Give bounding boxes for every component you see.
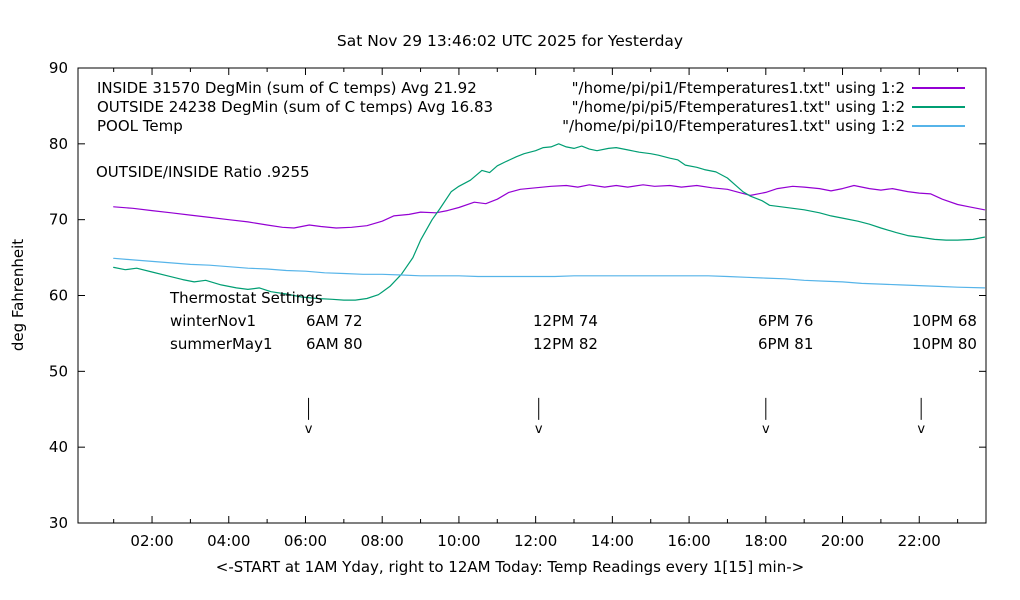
x-tick-label: 12:00 bbox=[514, 532, 557, 550]
legend-label-pool: POOL Temp bbox=[97, 117, 183, 135]
x-tick-label: 16:00 bbox=[667, 532, 710, 550]
thermostat-winter-name: winterNov1 bbox=[170, 312, 257, 330]
thermostat-summer-name: summerMay1 bbox=[170, 335, 273, 353]
thermostat-winter-12pm: 12PM 74 bbox=[533, 312, 598, 330]
x-tick-label: 14:00 bbox=[591, 532, 634, 550]
x-tick-label: 08:00 bbox=[361, 532, 404, 550]
thermostat-winter-6am: 6AM 72 bbox=[306, 312, 363, 330]
y-tick-label: 30 bbox=[49, 514, 68, 532]
chart-title: Sat Nov 29 13:46:02 UTC 2025 for Yesterd… bbox=[336, 32, 684, 50]
legend-line-sample-inside bbox=[912, 87, 965, 89]
legend-label-inside: INSIDE 31570 DegMin (sum of C temps) Avg… bbox=[97, 79, 477, 97]
x-tick-label: 10:00 bbox=[437, 532, 480, 550]
y-tick-label: 70 bbox=[49, 211, 68, 229]
y-tick-label: 90 bbox=[49, 59, 68, 77]
arrow-head-v-glyph: v bbox=[917, 422, 925, 437]
thermostat-summer-10pm: 10PM 80 bbox=[912, 335, 977, 353]
y-tick-label: 60 bbox=[49, 287, 68, 305]
thermostat-winter-6pm: 6PM 76 bbox=[758, 312, 814, 330]
legend-path-pool: "/home/pi/pi10/Ftemperatures1.txt" using… bbox=[562, 117, 905, 135]
arrow-head-v-glyph: v bbox=[305, 422, 313, 437]
thermostat-summer-12pm: 12PM 82 bbox=[533, 335, 598, 353]
x-tick-label: 20:00 bbox=[821, 532, 864, 550]
x-tick-label: 04:00 bbox=[207, 532, 250, 550]
series-line-inside bbox=[113, 184, 986, 229]
legend-path-inside: "/home/pi/pi1/Ftemperatures1.txt" using … bbox=[571, 79, 905, 97]
thermostat-summer-6am: 6AM 80 bbox=[306, 335, 363, 353]
thermostat-summer-6pm: 6PM 81 bbox=[758, 335, 814, 353]
x-tick-label: 22:00 bbox=[898, 532, 941, 550]
y-axis-label: deg Fahrenheit bbox=[9, 238, 27, 352]
ratio-annotation: OUTSIDE/INSIDE Ratio .9255 bbox=[96, 163, 310, 181]
x-tick-label: 06:00 bbox=[284, 532, 327, 550]
legend-path-outside: "/home/pi/pi5/Ftemperatures1.txt" using … bbox=[571, 98, 905, 116]
y-tick-label: 40 bbox=[49, 438, 68, 456]
x-tick-label: 02:00 bbox=[130, 532, 173, 550]
y-tick-label: 80 bbox=[49, 135, 68, 153]
arrow-head-v-glyph: v bbox=[762, 422, 770, 437]
x-tick-label: 18:00 bbox=[744, 532, 787, 550]
y-tick-label: 50 bbox=[49, 362, 68, 380]
series-line-pool bbox=[113, 257, 986, 289]
legend-line-sample-outside bbox=[912, 106, 965, 108]
arrow-head-v-glyph: v bbox=[535, 422, 543, 437]
x-axis-label: <-START at 1AM Yday, right to 12AM Today… bbox=[215, 558, 805, 576]
legend-label-outside: OUTSIDE 24238 DegMin (sum of C temps) Av… bbox=[97, 98, 494, 116]
thermostat-winter-10pm: 10PM 68 bbox=[912, 312, 977, 330]
series-line-outside bbox=[113, 143, 986, 301]
legend-line-sample-pool bbox=[912, 125, 965, 127]
thermostat-heading: Thermostat Settings bbox=[170, 289, 323, 307]
